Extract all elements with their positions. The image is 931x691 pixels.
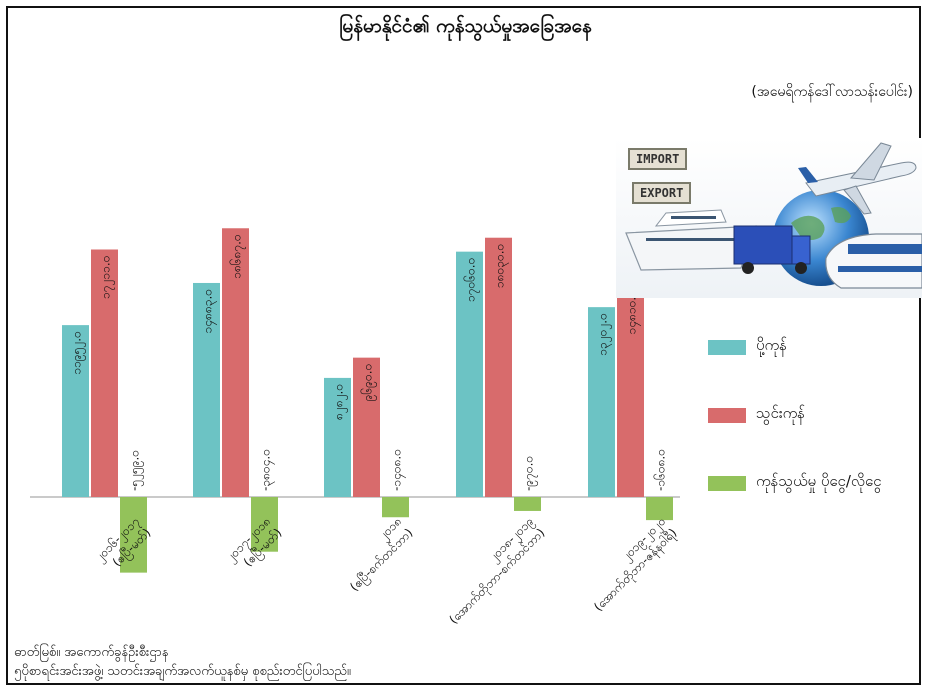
source-line-2: ၅ပိုစာရင်းအင်းအဖွဲ့၊ သတင်းအချက်အလက်ယူနစ်… (14, 664, 351, 679)
bar-imports-1 (222, 228, 249, 498)
category-label-4: ၂၀၁၉-၂၀၂၀(အောက်တိုဘာ-ဇန်နဝါရီ) (590, 514, 681, 616)
value-label-imports-0: ၁၇၂၁၁.၀ (99, 255, 116, 298)
bar-imports-3 (485, 237, 512, 497)
value-label-balance-0: -၅၂၅၉.၀ (128, 450, 145, 491)
legend-label-balance: ကုန်သွယ်မှု ပိုငွေ/လိုငွေ (756, 472, 882, 490)
value-label-exports-0: ၁၁၉၅၂.၀ (70, 331, 87, 374)
export-stamp: EXPORT (632, 182, 692, 204)
bar-balance-0 (120, 497, 147, 573)
bar-exports-1 (193, 282, 220, 497)
bar-imports-2 (353, 357, 380, 497)
value-label-balance-3: -၉၇၀.၀ (522, 456, 539, 491)
value-label-imports-2: ၉၆၉၀.၀ (360, 364, 378, 402)
ship-icon (625, 209, 757, 271)
category-label-3-line-1: (အောက်တိုဘာ-စက်တင်ဘာ) (446, 525, 550, 629)
bar-balance-4 (646, 497, 673, 521)
value-label-balance-2: -၁၄၀၈.၀ (390, 449, 407, 491)
bar-balance-3 (514, 497, 541, 511)
source-line-1: ဓာတ်မြစ်။ အကောက်ခွန်ဦးစီးဌာန (14, 645, 169, 660)
transport-icon (616, 138, 923, 298)
legend-item-balance: ကုန်သွယ်မှု ပိုငွေ/လိုငွေ (708, 472, 881, 494)
train-icon (825, 233, 923, 289)
import-stamp: IMPORT (628, 148, 688, 170)
bar-balance-2 (382, 497, 409, 518)
airplane-icon (798, 142, 917, 215)
bar-exports-0 (62, 325, 89, 497)
legend-swatch-exports (708, 339, 746, 355)
value-label-exports-4: ၁၃၂၀၂.၀ (596, 313, 613, 356)
legend-label-imports: သွင်းကုန် (756, 404, 806, 422)
bar-balance-1 (251, 497, 278, 552)
value-label-exports-3: ၁၇၀၆၀.၀ (463, 258, 481, 302)
value-label-imports-1: ၁၈၆၈၇.၀ (229, 234, 247, 279)
legend-item-exports: ပို့ကုန် (708, 336, 787, 358)
source-note: ဓာတ်မြစ်။ အကောက်ခွန်ဦးစီးဌာန ၅ပိုစာရင်းအ… (14, 643, 351, 681)
category-label-2: ၂၀၁၈(ဧပြီ-စက်တင်ဘာ) (346, 514, 417, 596)
value-label-imports-3: ၁၈၀၃၀.၀ (493, 244, 510, 288)
value-label-imports-4: ၁၄၈၁၀.၀ (625, 290, 642, 334)
category-label-3: ၂၀၁၈-၂၀၁၉(အောက်တိုဘာ-စက်တင်ဘာ) (446, 514, 550, 629)
unit-label: (အမေရိကန်ဒေါ်လာသန်းပေါင်း) (751, 84, 913, 100)
legend-swatch-balance (708, 475, 746, 491)
legend-label-exports: ပို့ကုန် (756, 336, 787, 354)
bar-exports-4 (588, 307, 615, 497)
chart-title: မြန်မာနိုင်ငံ၏ ကုန်သွယ်မှုအခြေအနေ (339, 15, 592, 37)
trade-illustration: IMPORT EXPORT (616, 138, 923, 298)
legend-swatch-imports (708, 407, 746, 423)
value-label-balance-4: -၁၆၀၈.၀ (653, 449, 668, 491)
value-label-exports-2: ၈၂၈၂.၀ (332, 384, 349, 420)
bar-imports-0 (91, 249, 118, 497)
value-label-exports-1: ၁၄၈၈၃.၀ (201, 289, 218, 334)
value-label-balance-1: -၃၈၀၄.၀ (259, 449, 276, 491)
truck-icon (733, 225, 811, 274)
bar-exports-2 (324, 377, 351, 497)
legend-item-imports: သွင်းကုန် (708, 404, 805, 426)
bar-imports-4 (617, 284, 644, 497)
bar-exports-3 (456, 251, 483, 497)
